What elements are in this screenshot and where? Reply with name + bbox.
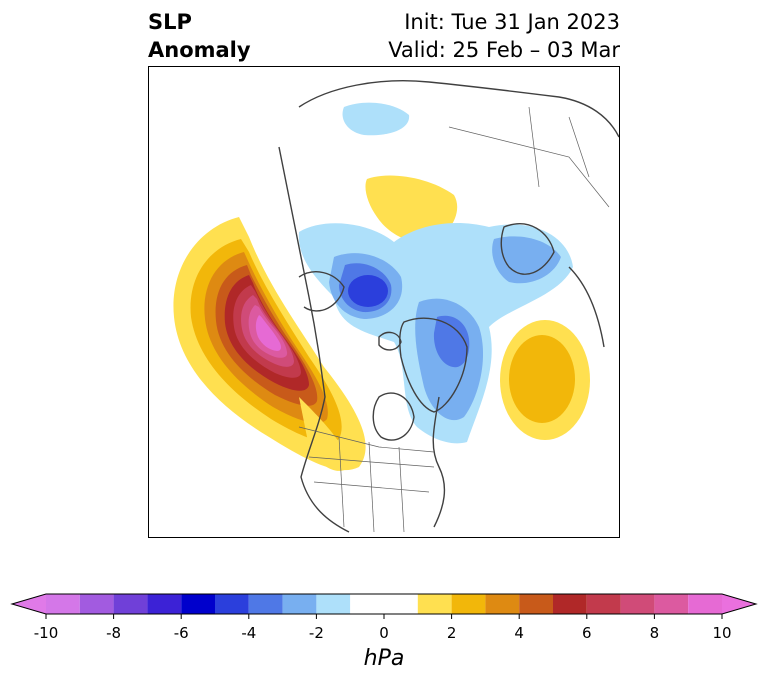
- colorbar-bin-5: [215, 594, 249, 614]
- colorbar-bin-11: [451, 594, 486, 614]
- init-date: Init: Tue 31 Jan 2023: [404, 10, 620, 34]
- colorbar-tick-label: -4: [241, 624, 257, 642]
- us-states-grid-3: [338, 436, 345, 528]
- europe-west: [568, 266, 605, 348]
- colorbar-bin-15: [586, 594, 621, 614]
- colorbar-bin-12: [485, 594, 520, 614]
- colorbar-tick-label: 2: [446, 624, 457, 642]
- title-line-2: Anomaly: [148, 38, 251, 62]
- colorbar-bin-0: [46, 594, 80, 614]
- colorbar-bin-10: [417, 594, 452, 614]
- boundaries: [298, 106, 610, 533]
- arctic-low-anomaly: [298, 102, 573, 444]
- colorbar-bin-2: [113, 594, 148, 614]
- colorbar-bin-17: [654, 594, 689, 614]
- contour-atl-2: [509, 335, 575, 423]
- contour-neg-7: [492, 236, 561, 284]
- eurasia-north: [298, 80, 619, 138]
- colorbar-tick-label: 4: [514, 624, 524, 642]
- colorbar-bin-7: [282, 594, 317, 614]
- colorbar-tick-label: 6: [582, 624, 592, 642]
- forecast-dates: Init: Tue 31 Jan 2023 Valid: 25 Feb – 03…: [388, 8, 620, 64]
- russia-border: [448, 126, 610, 208]
- colorbar-tick-label: 10: [712, 624, 732, 642]
- colorbar-bin-9: [350, 594, 418, 614]
- arctic-islands: [378, 331, 402, 351]
- north-america-east-coast: [432, 396, 446, 528]
- colorbar-bin-3: [147, 594, 182, 614]
- us-canada-border: [298, 426, 435, 453]
- pacific-high-anomaly: [173, 217, 366, 471]
- hudson-bay: [372, 392, 415, 441]
- colorbar-svg: [10, 593, 758, 619]
- us-states-grid-1: [308, 456, 435, 468]
- map-canvas: [173, 80, 619, 533]
- colorbar-bin-4: [181, 594, 215, 614]
- asia-borders: [528, 106, 590, 188]
- us-states-grid-5: [398, 446, 405, 533]
- colorbar-extend-max: [722, 594, 756, 614]
- valid-date: Valid: 25 Feb – 03 Mar: [388, 38, 620, 62]
- map-title: SLP Anomaly: [148, 8, 251, 64]
- map-panel: [148, 66, 620, 538]
- coastlines: [278, 80, 619, 533]
- us-states-grid-4: [368, 441, 375, 533]
- title-line-1: SLP: [148, 10, 192, 34]
- alaska: [298, 271, 345, 312]
- colorbar-bin-6: [248, 594, 283, 614]
- contour-neg-siberia: [342, 102, 410, 136]
- colorbar-tick-label: -6: [173, 624, 189, 642]
- contour-neg-6: [433, 315, 470, 368]
- colorbar-bin-18: [688, 594, 722, 614]
- contour-neg-4: [348, 275, 388, 307]
- contour-pos-9: [255, 315, 281, 351]
- colorbar: [0, 580, 768, 680]
- greenland: [399, 317, 468, 413]
- colorbar-extend-min: [12, 594, 46, 614]
- colorbar-tick-label: 0: [379, 624, 389, 642]
- atlantic-high-anomaly: [500, 320, 590, 440]
- colorbar-tick-label: 8: [649, 624, 660, 642]
- scandinavia: [500, 223, 555, 275]
- north-america-west-coast: [278, 146, 350, 533]
- colorbar-bin-16: [620, 594, 655, 614]
- colorbar-tick-label: -2: [308, 624, 324, 642]
- colorbar-bin-1: [79, 594, 114, 614]
- colorbar-units: hPa: [363, 646, 405, 671]
- contour-pos-continental: [299, 397, 349, 471]
- colorbar-bin-14: [553, 594, 587, 614]
- colorbar-bin-13: [519, 594, 553, 614]
- colorbar-bin-8: [316, 594, 351, 614]
- colorbar-tick-label: -8: [106, 624, 122, 642]
- colorbar-tick-label: -10: [33, 624, 59, 642]
